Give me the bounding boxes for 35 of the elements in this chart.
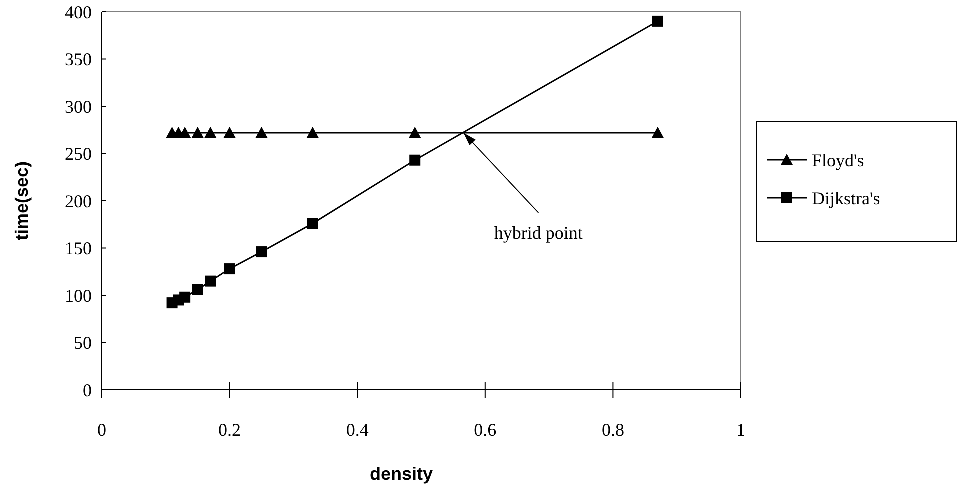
y-tick-label: 200 — [65, 191, 92, 212]
y-tick-label: 0 — [83, 380, 92, 400]
point — [192, 284, 204, 296]
y-tick-label: 350 — [65, 50, 92, 70]
legend-label: Dijkstra's — [812, 188, 880, 208]
y-tick-label: 250 — [65, 144, 92, 164]
point — [224, 126, 236, 138]
y-tick-label: 50 — [74, 333, 92, 354]
y-tick-label: 400 — [65, 2, 92, 22]
y-tick-label: 300 — [65, 96, 92, 117]
x-tick-label: 0.2 — [218, 420, 242, 440]
point — [306, 126, 319, 138]
x-tick-label: 0.4 — [346, 420, 369, 440]
point — [204, 126, 217, 138]
point — [652, 16, 664, 27]
x-axis-title: density — [370, 464, 434, 484]
x-tick-label: 0.6 — [474, 420, 497, 440]
point — [409, 126, 422, 138]
point — [224, 264, 236, 275]
x-tick-label: 1 — [736, 420, 746, 440]
point — [307, 218, 318, 230]
point — [256, 126, 268, 138]
point — [256, 246, 268, 258]
legend-label: Floyd's — [812, 150, 864, 170]
x-tick-label: 0.8 — [602, 420, 624, 440]
x-tick-label: 0 — [98, 420, 106, 440]
y-tick-label: 100 — [65, 286, 92, 306]
point — [192, 126, 204, 138]
point — [410, 154, 421, 166]
annotation: hybrid point — [494, 222, 583, 243]
point — [205, 276, 216, 287]
point — [180, 292, 191, 303]
y-tick-label: 150 — [65, 238, 92, 259]
point — [652, 126, 664, 138]
y-axis-title: time(sec) — [12, 161, 32, 241]
